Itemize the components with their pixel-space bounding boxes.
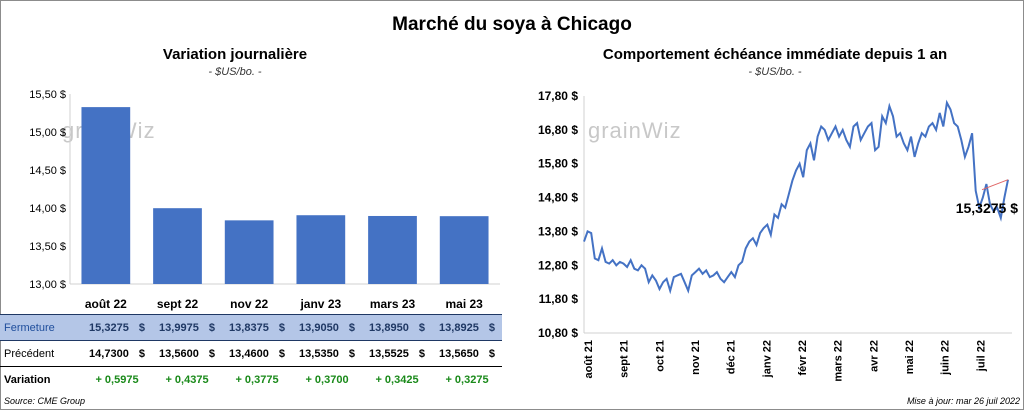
currency-symbol: $ bbox=[488, 347, 495, 360]
bar-y-tick-label: 15,50 $ bbox=[29, 89, 66, 101]
table-cell: + 0,3775 bbox=[235, 373, 279, 386]
bar-x-tick-label: mai 23 bbox=[445, 297, 483, 311]
line-y-tick-label: 10,80 $ bbox=[538, 326, 578, 340]
currency-symbol: $ bbox=[418, 321, 425, 334]
row-label: Précédent bbox=[0, 340, 82, 367]
bar bbox=[81, 107, 131, 284]
quotes-table: Fermeture 15,3275 $13,9975 $13,8375 $13,9050… bbox=[0, 314, 502, 392]
table-cell: + 0,4375 bbox=[165, 373, 209, 386]
line-y-tick-label: 14,80 $ bbox=[538, 191, 578, 205]
line-y-tick-label: 13,80 $ bbox=[538, 224, 578, 238]
bar-x-tick-label: sept 22 bbox=[157, 297, 199, 311]
table-cell: 14,7300 $ bbox=[82, 340, 152, 367]
table-cell: + 0,3700 bbox=[305, 373, 349, 386]
left-chart-title: Variation journalière bbox=[162, 46, 308, 63]
line-x-tick-label: mars 22 bbox=[833, 340, 845, 382]
bar bbox=[296, 215, 346, 284]
table-cell: 13,5350 $ bbox=[292, 340, 362, 367]
table-cell: 13,5525 $ bbox=[362, 340, 432, 367]
bar-x-tick-label: janv 23 bbox=[299, 297, 341, 311]
update-note: Mise à jour: mar 26 juil 2022 bbox=[906, 396, 1020, 406]
row-label: Variation bbox=[4, 373, 51, 386]
bar-y-tick-label: 13,50 $ bbox=[29, 241, 66, 253]
table-cell: 13,8375 $ bbox=[222, 314, 292, 341]
line-chart: 10,80 $ 11,80 $ 12,80 $ 13,80 $ 14,80 $ 15,80… bbox=[538, 89, 1018, 382]
line-x-tick-label: nov 21 bbox=[690, 340, 702, 375]
currency-symbol: $ bbox=[278, 321, 285, 334]
table-cell: 13,5600 $ bbox=[152, 340, 222, 367]
table-row: Précédent 14,7300 $13,5600 $13,4600 $13,5350… bbox=[0, 340, 502, 367]
currency-symbol: $ bbox=[348, 347, 355, 360]
right-watermark-logo: grainWiz bbox=[588, 118, 682, 143]
table-cell: + 0,5975 bbox=[95, 373, 139, 386]
bar-x-tick-label: août 22 bbox=[85, 297, 127, 311]
table-cell: 13,4600 $ bbox=[222, 340, 292, 367]
currency-symbol: $ bbox=[418, 347, 425, 360]
trend-line bbox=[981, 179, 1009, 191]
table-cell: 13,9975 $ bbox=[152, 314, 222, 341]
bar-y-tick-label: 15,00 $ bbox=[29, 127, 66, 139]
table-cell: + 0,3275 bbox=[445, 373, 489, 386]
line-x-tick-label: oct 21 bbox=[654, 340, 666, 372]
currency-symbol: $ bbox=[208, 321, 215, 334]
bar-x-tick-label: mars 23 bbox=[370, 297, 416, 311]
line-x-tick-label: sept 21 bbox=[619, 340, 631, 378]
table-cell: 13,9050 $ bbox=[292, 314, 362, 341]
currency-symbol: $ bbox=[138, 321, 145, 334]
currency-symbol: $ bbox=[348, 321, 355, 334]
line-y-tick-label: 12,80 $ bbox=[538, 258, 578, 272]
currency-symbol: $ bbox=[138, 347, 145, 360]
line-y-tick-label: 11,80 $ bbox=[539, 292, 579, 306]
right-chart-title: Comportement échéance immédiate depuis 1… bbox=[602, 46, 948, 63]
line-x-tick-label: avr 22 bbox=[868, 340, 880, 372]
currency-symbol: $ bbox=[488, 321, 495, 334]
left-chart-unit: - $US/bo. - bbox=[208, 66, 262, 78]
table-cell: 13,8950 $ bbox=[362, 314, 432, 341]
bar-chart: 13,00 $ 13,50 $ 14,00 $ 14,50 $ 15,00 $ 15,50… bbox=[29, 89, 500, 311]
currency-symbol: $ bbox=[208, 347, 215, 360]
table-cell: + 0,3425 bbox=[375, 373, 419, 386]
line-x-tick-label: mai 22 bbox=[904, 340, 916, 374]
row-label: Fermeture bbox=[0, 314, 82, 341]
bar-y-tick-label: 14,50 $ bbox=[29, 165, 66, 177]
line-x-tick-label: juil 22 bbox=[975, 340, 987, 372]
table-cell: 13,5650 $ bbox=[432, 340, 502, 367]
line-x-tick-label: janv 22 bbox=[761, 340, 773, 378]
line-y-tick-label: 17,80 $ bbox=[538, 89, 578, 103]
line-y-tick-label: 16,80 $ bbox=[538, 123, 578, 137]
line-x-tick-label: déc 21 bbox=[726, 340, 738, 374]
bar-y-tick-label: 13,00 $ bbox=[29, 279, 66, 291]
bar bbox=[224, 220, 274, 284]
page-title: Marché du soya à Chicago bbox=[392, 14, 632, 35]
bar bbox=[439, 216, 489, 284]
line-y-tick-label: 15,80 $ bbox=[538, 157, 578, 171]
source-note: Source: CME Group bbox=[4, 396, 86, 406]
table-cell: 13,8925 $ bbox=[432, 314, 502, 341]
bar bbox=[153, 208, 202, 284]
table-cell: 15,3275 $ bbox=[82, 314, 152, 341]
line-x-tick-label: juin 22 bbox=[940, 340, 952, 376]
line-x-tick-label: août 21 bbox=[583, 340, 595, 379]
currency-symbol: $ bbox=[278, 347, 285, 360]
table-row: Variation + 0,5975 + 0,4375 + 0,3775 + 0,370… bbox=[0, 367, 502, 393]
line-x-tick-label: févr 22 bbox=[797, 340, 809, 375]
last-value-label: 15,3275 $ bbox=[956, 200, 1018, 216]
line-series bbox=[583, 99, 1009, 295]
bar bbox=[368, 215, 417, 284]
right-chart-unit: - $US/bo. - bbox=[748, 66, 802, 78]
bar-y-tick-label: 14,00 $ bbox=[29, 203, 66, 215]
bar-x-tick-label: nov 22 bbox=[230, 297, 268, 311]
table-row: Fermeture 15,3275 $13,9975 $13,8375 $13,9050… bbox=[0, 314, 502, 341]
